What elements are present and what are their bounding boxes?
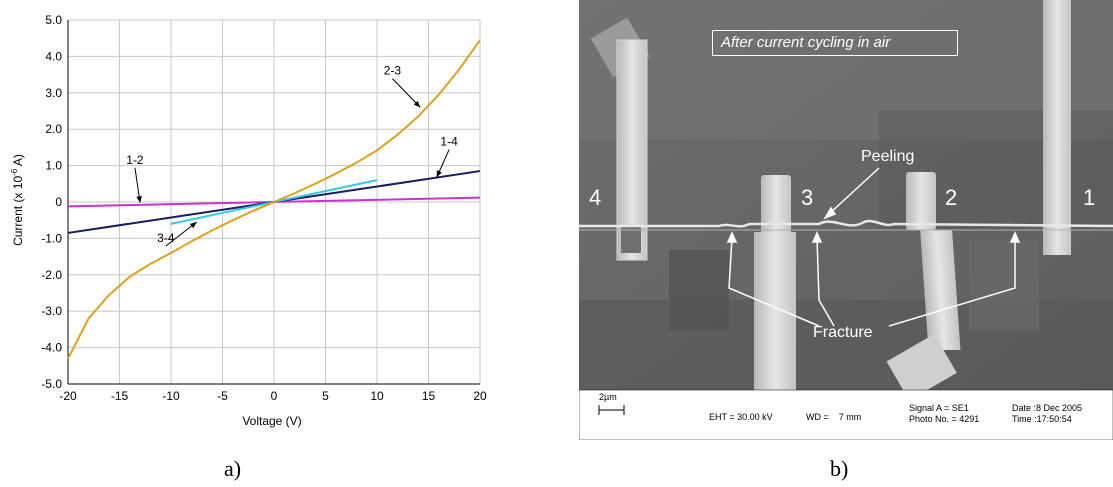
caption-b: b)	[830, 456, 849, 481]
photo-readout: Photo No. = 4291	[909, 414, 980, 424]
y-tick-label: 2.0	[45, 122, 62, 136]
fracture-label: Fracture	[813, 324, 873, 341]
x-tick-label: -10	[162, 389, 180, 403]
y-tick-label: 4.0	[45, 49, 62, 63]
nanowire	[579, 219, 1113, 228]
x-tick-label: 0	[271, 389, 278, 403]
sem-image	[579, 0, 1113, 440]
electrode-3	[754, 175, 796, 390]
series-annotation-1-2: 1-2	[126, 153, 144, 167]
y-tick-label: -5.0	[41, 377, 62, 391]
series-line-2-3	[67, 39, 481, 359]
electrode-label-1: 1	[1083, 185, 1096, 210]
annotation-arrowhead	[136, 195, 142, 203]
iv-chart: 1-2 1-4 3-4 2-3 -20 -15 -10 -5 0 5 10 15 20 -5.0 -4.0…	[10, 13, 487, 428]
y-tick-label: -1.0	[41, 231, 62, 245]
series-annotation-2-3: 2-3	[384, 64, 402, 78]
y-tick-label: 0	[55, 195, 62, 209]
y-tick-label: -3.0	[41, 304, 62, 318]
electrode-4	[590, 17, 650, 261]
eht-readout: EHT = 30.00 kV	[709, 412, 773, 422]
x-tick-label: 5	[322, 389, 329, 403]
series-annotation-3-4: 3-4	[157, 231, 175, 245]
y-tick-label: 3.0	[45, 86, 62, 100]
iv-chart-panel: 1-2 1-4 3-4 2-3 -20 -15 -10 -5 0 5 10 15 20 -5.0 -4.0…	[0, 0, 500, 440]
electrode-1	[1043, 0, 1071, 255]
x-tick-label: 15	[422, 389, 436, 403]
micrograph-title: After current cycling in air	[712, 30, 958, 56]
signal-readout: Signal A = SE1	[909, 403, 969, 413]
peeling-arrow	[823, 167, 880, 220]
fracture-arrows	[726, 231, 1021, 327]
annotation-arrow	[392, 78, 421, 108]
x-tick-label: -20	[59, 389, 77, 403]
electrode-label-2: 2	[945, 185, 958, 210]
scale-bar-label: 2µm	[599, 392, 617, 402]
y-axis-label: Current (x 10-6 A)	[10, 154, 25, 246]
date-readout: Date :8 Dec 2005	[1012, 403, 1083, 413]
sem-micrograph: After current cycling in air 4 3 2 1 Pee…	[579, 0, 1113, 440]
y-tick-label: 1.0	[45, 159, 62, 173]
y-axis-label-exponent: -6	[10, 168, 19, 176]
wd-readout: WD = 7 mm	[806, 412, 862, 422]
annotation-arrowhead	[189, 222, 197, 229]
time-readout: Time :17:50:54	[1012, 414, 1072, 424]
annotation-arrow	[165, 221, 198, 247]
y-tick-label: -4.0	[41, 341, 62, 355]
x-axis-label: Voltage (V)	[242, 414, 301, 428]
x-tick-label: -15	[111, 389, 129, 403]
electrode-2	[886, 172, 961, 401]
caption-a: a)	[224, 456, 242, 481]
peeling-label: Peeling	[861, 148, 915, 165]
annotation-arrowhead	[436, 170, 442, 178]
x-tick-label: 20	[473, 389, 487, 403]
y-tick-label: 5.0	[45, 13, 62, 27]
series-annotation-1-4: 1-4	[440, 135, 458, 149]
x-tick-label: 10	[370, 389, 384, 403]
annotation-arrowhead	[413, 100, 421, 108]
electrode-label-3: 3	[801, 185, 814, 210]
y-tick-label: -2.0	[41, 268, 62, 282]
electrode-label-4: 4	[589, 185, 602, 210]
x-tick-label: -5	[217, 389, 228, 403]
